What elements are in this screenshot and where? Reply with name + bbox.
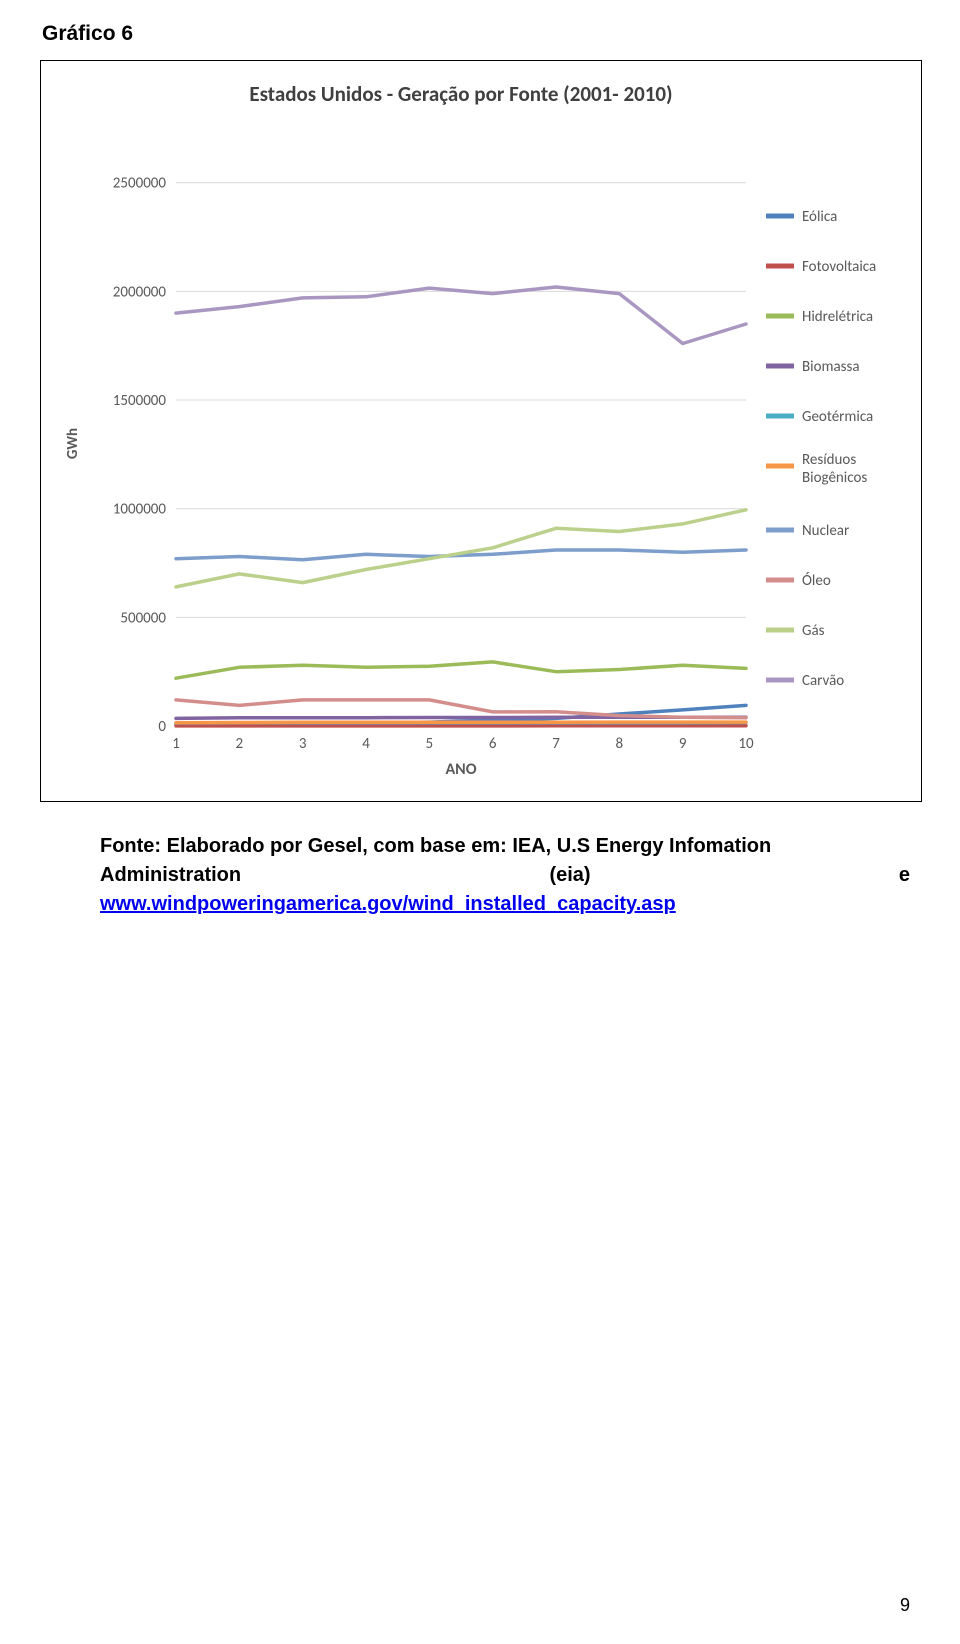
svg-text:Resíduos: Resíduos <box>802 451 856 469</box>
svg-text:Biomassa: Biomassa <box>802 358 860 376</box>
svg-text:Biogênicos: Biogênicos <box>802 469 867 487</box>
chart-frame: Estados Unidos - Geração por Fonte (2001… <box>40 60 922 802</box>
source-admin: Administration <box>100 861 241 890</box>
chart-svg: Estados Unidos - Geração por Fonte (2001… <box>41 61 921 801</box>
svg-text:GWh: GWh <box>64 428 82 459</box>
svg-text:0: 0 <box>158 718 166 736</box>
svg-text:Carvão: Carvão <box>802 672 844 690</box>
svg-text:Eólica: Eólica <box>802 208 837 226</box>
svg-text:4: 4 <box>362 735 370 753</box>
svg-text:Geotérmica: Geotérmica <box>802 408 873 426</box>
svg-text:5: 5 <box>426 735 434 753</box>
svg-text:10: 10 <box>738 735 754 753</box>
source-link[interactable]: www.windpoweringamerica.gov/wind_install… <box>100 893 676 915</box>
svg-text:7: 7 <box>552 735 560 753</box>
svg-text:1500000: 1500000 <box>113 392 167 410</box>
svg-text:2500000: 2500000 <box>113 175 167 193</box>
svg-text:1000000: 1000000 <box>113 501 167 519</box>
page-number: 9 <box>900 1595 910 1616</box>
svg-text:2: 2 <box>236 735 244 753</box>
svg-text:Fotovoltaica: Fotovoltaica <box>802 258 876 276</box>
svg-text:Gás: Gás <box>802 622 825 640</box>
svg-text:Nuclear: Nuclear <box>802 522 849 540</box>
svg-text:500000: 500000 <box>120 609 166 627</box>
svg-text:Óleo: Óleo <box>802 572 831 590</box>
source-line-2: Administration (eia) e <box>100 861 910 890</box>
source-block: Fonte: Elaborado por Gesel, com base em:… <box>100 832 910 919</box>
svg-text:8: 8 <box>616 735 624 753</box>
source-line-1: Fonte: Elaborado por Gesel, com base em:… <box>100 832 910 861</box>
svg-text:2000000: 2000000 <box>113 283 167 301</box>
svg-text:1: 1 <box>172 735 180 753</box>
page: Gráfico 6 Estados Unidos - Geração por F… <box>0 0 960 1644</box>
svg-text:6: 6 <box>489 735 497 753</box>
svg-text:ANO: ANO <box>445 760 476 779</box>
svg-text:Hidrelétrica: Hidrelétrica <box>802 308 873 326</box>
chart-heading: Gráfico 6 <box>42 22 920 46</box>
svg-text:3: 3 <box>299 735 307 753</box>
svg-text:Estados Unidos - Geração por F: Estados Unidos - Geração por Fonte (2001… <box>249 81 672 107</box>
source-eia: (eia) <box>549 861 590 890</box>
source-e: e <box>899 861 910 890</box>
svg-text:9: 9 <box>679 735 687 753</box>
